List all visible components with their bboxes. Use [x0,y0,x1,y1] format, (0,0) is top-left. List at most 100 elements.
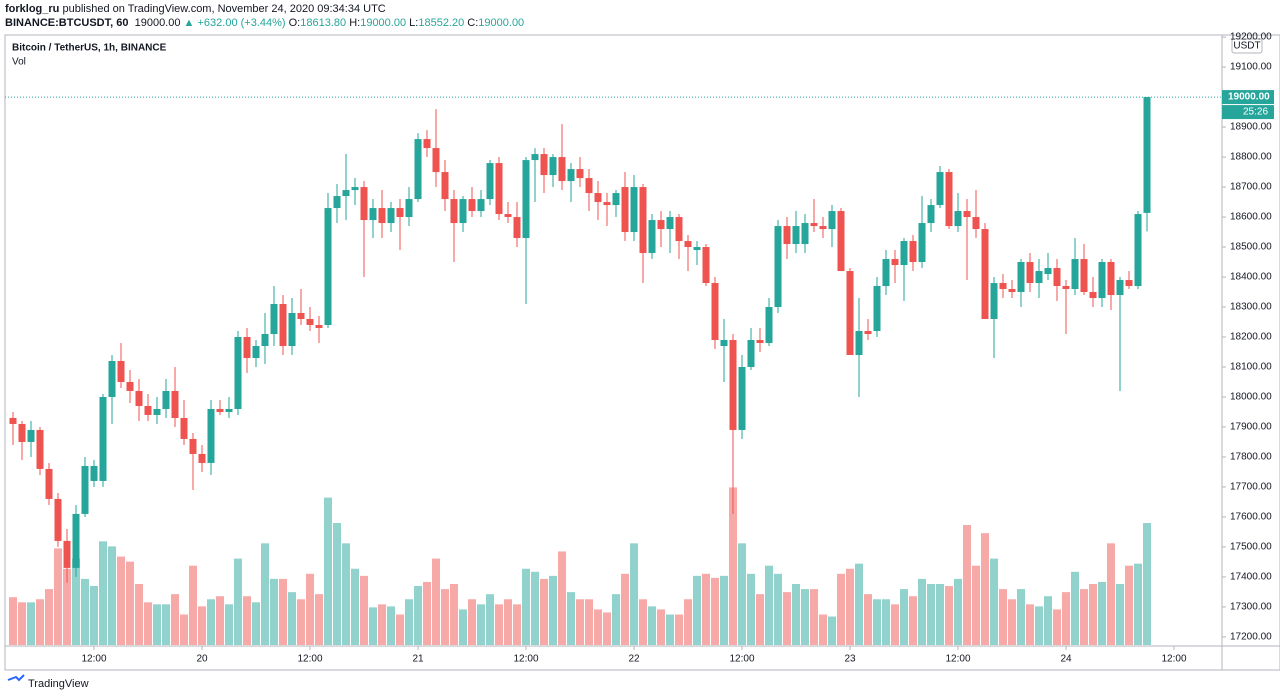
candle-body [693,247,701,251]
candle-body [783,226,791,245]
y-tick-label: 18600.00 [1230,212,1272,223]
volume-bar [117,556,125,645]
volume-bar [972,565,980,645]
y-tick-label: 18800.00 [1230,152,1272,163]
volume-bar [765,565,773,645]
candle-body [1017,262,1025,293]
y-tick-label: 18000.00 [1230,392,1272,403]
candle-body [1053,268,1061,287]
volume-bar [108,546,116,645]
candle-body [99,396,107,481]
candle-body [459,199,467,224]
volume-bar [252,602,260,645]
volume-bar [9,597,17,645]
candle-body [450,199,458,224]
header: forklog_ru published on TradingView.com,… [5,2,524,30]
volume-bar [495,604,503,645]
candle-body [918,223,926,263]
volume-bar [1143,523,1151,645]
currency: USDT [1233,41,1260,52]
volume-bar [855,563,863,645]
candle-body [504,214,512,218]
volume-bar [243,596,251,645]
volume-bar [396,614,404,645]
volume-bar [936,584,944,645]
volume-bar [666,614,674,645]
candle-body [891,259,899,266]
volume-bar [558,551,566,645]
volume-bar [819,614,827,645]
volume-bar [918,578,926,645]
candle-body [1062,286,1070,290]
candle-body [306,319,314,326]
candle-body [837,211,845,272]
volume-bar [342,543,350,645]
candle-body [711,283,719,340]
candle-body [774,226,782,308]
volume-bar [387,606,395,645]
volume-bar [27,602,35,645]
volume-bar [648,606,656,645]
volume-bar [738,543,746,645]
candle-body [873,286,881,332]
candle-body [387,208,395,224]
candle-body [549,157,557,176]
candle-body [1125,280,1133,287]
volume-bar [909,596,917,645]
candle-body [1107,262,1115,296]
volume-bar [720,575,728,645]
candle-body [972,217,980,230]
volume-bar [837,573,845,645]
candle-body [639,187,647,254]
candle-body [252,345,260,358]
volume-bar [1071,571,1079,645]
candle-body [927,205,935,224]
y-tick-label: 17900.00 [1230,422,1272,433]
candle-body [405,199,413,218]
volume-bar [954,578,962,645]
candle-body [801,223,809,245]
y-tick-label: 18100.00 [1230,362,1272,373]
frame [4,34,1280,671]
volume-bar [846,568,854,645]
volume-bar [432,558,440,645]
candle-body [954,211,962,227]
currency-box [1231,38,1263,54]
candle-body [432,148,440,173]
volume-bar [180,614,188,645]
candle-body [990,283,998,320]
volume-bar [522,568,530,645]
candle-body [126,381,134,391]
volume-bar [900,589,908,645]
volume-bar [693,575,701,645]
volume-bar [783,592,791,645]
volume-bar [567,592,575,645]
candle-body [1071,259,1079,290]
volume-bar [729,487,737,645]
volume-bar [135,584,143,645]
volume-bar [45,589,53,645]
candle-body [54,498,62,541]
candle-body [513,217,521,239]
candle-body [603,202,611,206]
candle-body [234,337,242,409]
candle-body [27,429,35,442]
volume-bar [999,589,1007,645]
candle-body [810,223,818,227]
volume-bar [1134,563,1142,645]
candle-body [81,465,89,514]
y-tick-label: 17500.00 [1230,542,1272,553]
candle-body [1089,292,1097,299]
candle-body [351,187,359,191]
volume-bar [90,586,98,645]
volume-bar [198,606,206,645]
volume-bar [405,599,413,645]
volume-bar [315,594,323,645]
y-tick-label: 17600.00 [1230,512,1272,523]
x-tick-label: 23 [844,654,856,665]
volume-bar [990,558,998,645]
ohlc-key: O: [288,17,301,29]
volume-bar [873,599,881,645]
candle-body [747,340,755,367]
